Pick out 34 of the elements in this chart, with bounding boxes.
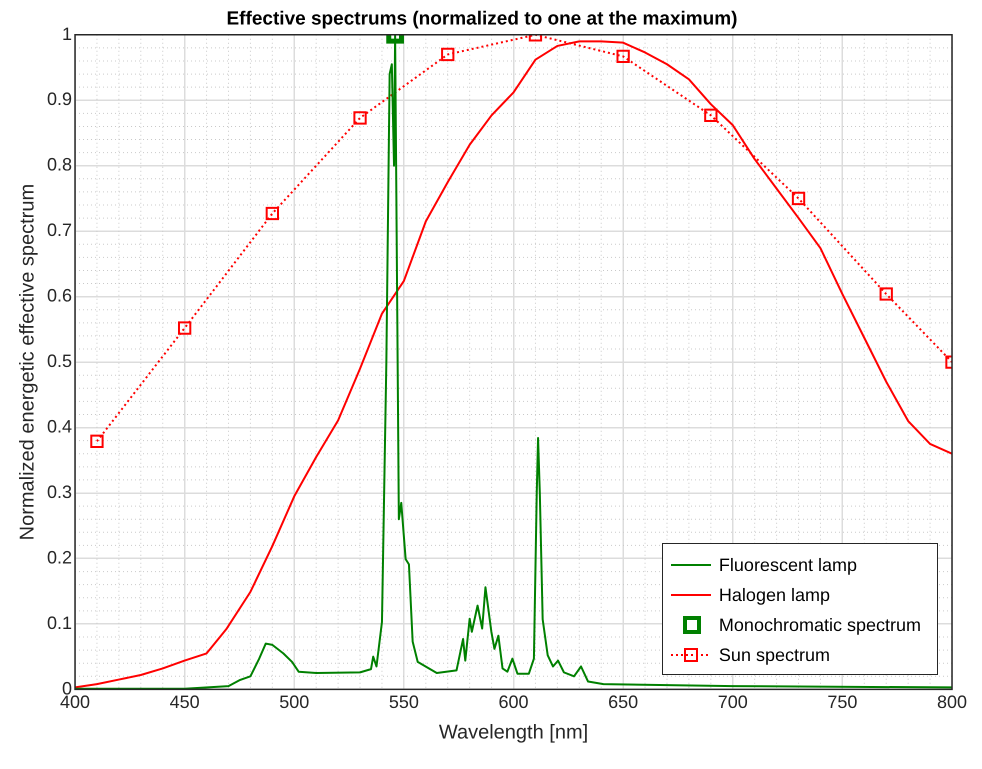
legend-label: Fluorescent lamp: [718, 554, 857, 576]
point: [266, 206, 279, 220]
y-tick-label: 0.6: [46, 286, 72, 306]
point: [704, 108, 718, 122]
y-tick-label: 0.5: [46, 351, 72, 372]
y-tick-label: 0.2: [46, 547, 72, 568]
point: [178, 321, 192, 335]
y-tick-label: 1: [62, 24, 72, 44]
point: [880, 287, 893, 301]
x-tick-label: 600: [498, 692, 529, 712]
x-tick-label: 750: [827, 692, 858, 712]
x-tick-label: 500: [279, 692, 310, 712]
legend-label: Halogen lamp: [718, 584, 830, 606]
point: [90, 434, 104, 448]
y-tick-label: 0.8: [46, 154, 72, 175]
y-tick-label: 0.1: [46, 612, 72, 633]
legend-label: Sun spectrum: [718, 644, 830, 666]
point: [441, 48, 454, 62]
chart-title: Effective spectrums (normalized to one at the maximum): [226, 8, 738, 30]
y-axis-title: Normalized energetic effective spectrum: [16, 184, 39, 540]
point: [353, 111, 367, 125]
x-tick-label: 650: [608, 692, 638, 712]
y-tick-label: 0.9: [46, 89, 72, 110]
x-tick-label: 550: [388, 692, 419, 712]
point: [792, 192, 806, 206]
x-tick-label: 700: [718, 692, 748, 712]
x-tick-label: 800: [936, 692, 968, 712]
y-tick-label: 0.4: [46, 416, 72, 437]
x-axis-title: Wavelength [nm]: [438, 722, 588, 744]
point: [616, 50, 630, 64]
x-tick-label: 450: [170, 692, 200, 712]
y-tick-label: 0.7: [46, 220, 72, 240]
legend-label: Monochromatic spectrum: [718, 614, 921, 636]
y-tick-label: 0.3: [46, 482, 72, 502]
